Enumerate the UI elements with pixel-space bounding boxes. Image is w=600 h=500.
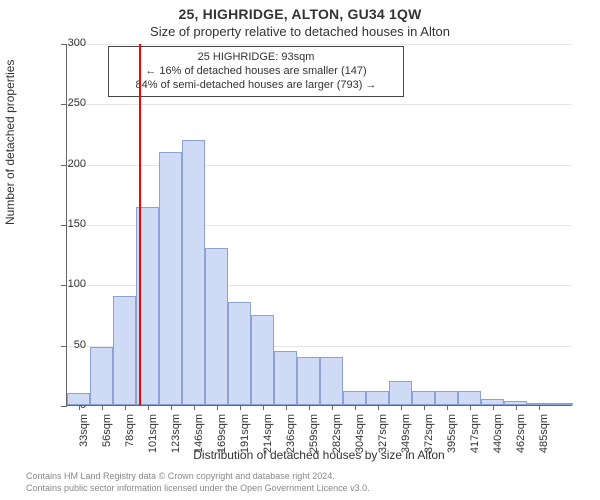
chart-container: 25, HIGHRIDGE, ALTON, GU34 1QW Size of p… bbox=[0, 0, 600, 500]
annotation-line-1: 25 HIGHRIDGE: 93sqm bbox=[115, 50, 397, 64]
histogram-bar bbox=[228, 302, 251, 405]
x-tick-label: 56sqm bbox=[101, 414, 113, 454]
reference-marker-line bbox=[139, 44, 141, 405]
y-gridline bbox=[67, 44, 572, 45]
histogram-bar bbox=[389, 381, 412, 405]
x-tick-label: 259sqm bbox=[308, 414, 320, 454]
y-tick-label: 250 bbox=[56, 97, 86, 109]
x-tick-label: 146sqm bbox=[193, 414, 205, 454]
x-tick bbox=[263, 405, 264, 410]
y-tick-label: 100 bbox=[56, 278, 86, 290]
footer-attribution: Contains HM Land Registry data © Crown c… bbox=[26, 470, 586, 494]
x-tick bbox=[539, 405, 540, 410]
histogram-bar bbox=[205, 248, 228, 405]
histogram-bar bbox=[550, 403, 573, 405]
x-tick-label: 214sqm bbox=[262, 414, 274, 454]
x-tick bbox=[401, 405, 402, 410]
histogram-bar bbox=[343, 391, 366, 405]
histogram-bar bbox=[504, 401, 527, 405]
x-tick-label: 395sqm bbox=[446, 414, 458, 454]
histogram-bar bbox=[274, 351, 297, 405]
histogram-bar bbox=[412, 391, 435, 405]
x-tick-label: 485sqm bbox=[538, 414, 550, 454]
x-tick bbox=[493, 405, 494, 410]
x-tick bbox=[309, 405, 310, 410]
x-tick-label: 191sqm bbox=[239, 414, 251, 454]
x-tick-label: 169sqm bbox=[216, 414, 228, 454]
annotation-box: 25 HIGHRIDGE: 93sqm ← 16% of detached ho… bbox=[108, 46, 404, 97]
x-tick bbox=[125, 405, 126, 410]
histogram-bar bbox=[67, 393, 90, 405]
x-tick bbox=[240, 405, 241, 410]
x-tick-label: 33sqm bbox=[78, 414, 90, 454]
histogram-bar bbox=[182, 140, 205, 405]
histogram-bar bbox=[527, 403, 550, 405]
y-tick-label: 150 bbox=[56, 218, 86, 230]
x-tick-label: 78sqm bbox=[124, 414, 136, 454]
footer-line-1: Contains HM Land Registry data © Crown c… bbox=[26, 470, 586, 482]
y-tick-label: 200 bbox=[56, 158, 86, 170]
chart-title: 25, HIGHRIDGE, ALTON, GU34 1QW bbox=[0, 6, 600, 22]
histogram-bar bbox=[90, 347, 113, 405]
y-gridline bbox=[67, 104, 572, 105]
annotation-line-2: ← 16% of detached houses are smaller (14… bbox=[115, 64, 397, 78]
histogram-bar bbox=[113, 296, 136, 405]
histogram-bar bbox=[251, 315, 274, 406]
annotation-line-3: 84% of semi-detached houses are larger (… bbox=[115, 78, 397, 92]
x-tick-label: 236sqm bbox=[285, 414, 297, 454]
chart-subtitle: Size of property relative to detached ho… bbox=[0, 24, 600, 39]
x-tick bbox=[286, 405, 287, 410]
histogram-bar bbox=[481, 399, 504, 405]
x-tick bbox=[378, 405, 379, 410]
histogram-bar bbox=[297, 357, 320, 405]
plot-area bbox=[66, 44, 572, 406]
x-tick-label: 327sqm bbox=[377, 414, 389, 454]
x-tick bbox=[102, 405, 103, 410]
x-tick-label: 282sqm bbox=[331, 414, 343, 454]
x-tick bbox=[217, 405, 218, 410]
x-tick-label: 462sqm bbox=[515, 414, 527, 454]
y-gridline bbox=[67, 165, 572, 166]
x-tick bbox=[171, 405, 172, 410]
x-tick-label: 372sqm bbox=[423, 414, 435, 454]
x-tick-label: 123sqm bbox=[170, 414, 182, 454]
histogram-bar bbox=[458, 391, 481, 405]
footer-line-2: Contains public sector information licen… bbox=[26, 482, 586, 494]
x-tick-label: 304sqm bbox=[354, 414, 366, 454]
histogram-bar bbox=[435, 391, 458, 405]
x-tick bbox=[424, 405, 425, 410]
x-tick bbox=[148, 405, 149, 410]
y-tick-label: 50 bbox=[56, 339, 86, 351]
x-tick bbox=[516, 405, 517, 410]
x-tick bbox=[194, 405, 195, 410]
x-tick-label: 440sqm bbox=[492, 414, 504, 454]
x-tick bbox=[332, 405, 333, 410]
x-tick bbox=[355, 405, 356, 410]
x-tick bbox=[470, 405, 471, 410]
x-tick-label: 101sqm bbox=[147, 414, 159, 454]
histogram-bar bbox=[366, 391, 389, 405]
histogram-bar bbox=[159, 152, 182, 405]
y-axis-label: Number of detached properties bbox=[3, 60, 17, 225]
y-tick-label: 300 bbox=[56, 37, 86, 49]
x-tick-label: 349sqm bbox=[400, 414, 412, 454]
x-tick-label: 417sqm bbox=[469, 414, 481, 454]
x-tick bbox=[447, 405, 448, 410]
histogram-bar bbox=[320, 357, 343, 405]
